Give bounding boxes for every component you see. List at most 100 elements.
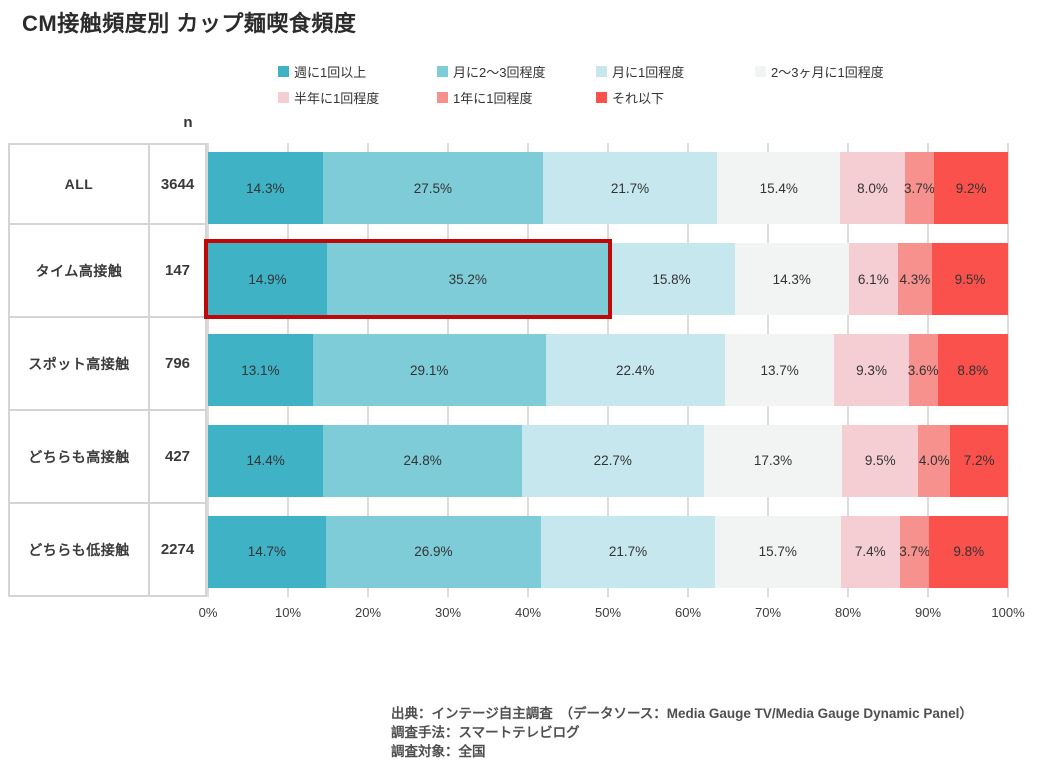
bar-segment-label: 9.3% [856, 362, 887, 378]
bar-segment: 14.4% [208, 424, 324, 497]
page-title: CM接触頻度別 カップ麺喫食頻度 [22, 11, 357, 36]
row-n-value: 2274 [148, 502, 207, 597]
legend-swatch [596, 65, 607, 77]
source-line: 出典：インテージ自主調査 （データソース：Media Gauge TV/Medi… [391, 706, 973, 721]
bar-segment-label: 8.0% [857, 180, 888, 196]
row-n-value: 796 [148, 316, 207, 412]
bar-segment-label: 9.8% [953, 544, 985, 560]
bar-segment: 3.7% [899, 515, 930, 588]
row-label: タイム高接触 [8, 223, 150, 319]
bar-segment-label: 15.7% [758, 544, 797, 560]
legend-item: 週に1回以上 [278, 63, 367, 80]
bar-row: 14.7% 26.9% 21.7% 15.7% 7.4% 3.7% 9.8% [208, 515, 1008, 588]
bar-segment: 9.5% [932, 243, 1008, 316]
bar-segment-label: 35.2% [448, 271, 487, 287]
bar-segment: 3.7% [904, 152, 935, 225]
target-line: 調査対象：全国 [391, 744, 486, 759]
legend-item: それ以下 [596, 89, 665, 106]
x-tick-label: 60% [674, 605, 702, 620]
legend-swatch [596, 91, 607, 103]
legend-label: 2〜3ヶ月に1回程度 [771, 64, 884, 80]
legend-item: 月に1回程度 [596, 63, 685, 80]
x-tick-label: 0% [198, 605, 218, 620]
highlight-box [204, 239, 613, 320]
bar-segment-label: 14.3% [772, 271, 811, 287]
bar-segment-label: 4.0% [918, 453, 950, 469]
bar-segment: 14.3% [208, 152, 323, 225]
row-label: どちらも高接触 [8, 409, 150, 505]
bar-segment-label: 14.9% [248, 271, 287, 287]
bar-segment-label: 22.7% [593, 453, 632, 469]
x-tick-label: 10% [274, 605, 302, 620]
legend-label: 1年に1回程度 [453, 90, 533, 106]
legend-swatch [278, 91, 289, 103]
gridline [1007, 143, 1009, 597]
legend-label: それ以下 [612, 90, 665, 106]
bar-segment: 9.3% [834, 334, 909, 406]
legend-label: 週に1回以上 [294, 64, 367, 80]
bar-segment: 15.8% [608, 243, 735, 316]
plot-area: 14.3% 27.5% 21.7% 15.4% 8.0% 3.7% 9.2% 14.9% 35.… [204, 143, 1009, 597]
bar-segment-label: 29.1% [410, 362, 449, 378]
legend-swatch [278, 65, 289, 77]
bar-segment-label: 21.7% [610, 180, 650, 196]
bar-segment: 8.8% [937, 334, 1008, 406]
x-tick-label: 80% [834, 605, 862, 620]
bar-segment-label: 8.8% [957, 362, 989, 378]
bar-segment: 26.9% [325, 515, 542, 588]
x-tick-label: 40% [514, 605, 542, 620]
row-n-value: 3644 [148, 142, 207, 226]
x-tick-label: 70% [754, 605, 782, 620]
bar-segment-label: 22.4% [616, 362, 655, 378]
bar-segment-label: 3.6% [907, 362, 939, 378]
bar-segment-label: 9.2% [955, 180, 987, 196]
bar-segment: 6.1% [848, 243, 898, 316]
bar-segment: 27.5% [322, 152, 544, 225]
table-row: ALL 3644 [8, 142, 207, 226]
bar-segment-label: 26.9% [414, 544, 453, 560]
bar-segment: 14.3% [734, 243, 849, 316]
bar-segment: 3.6% [907, 334, 939, 406]
legend-item: 1年に1回程度 [437, 89, 533, 106]
x-tick-label: 50% [594, 605, 622, 620]
bar-segment-label: 9.5% [864, 453, 896, 469]
bar-segment: 13.7% [724, 334, 835, 406]
table-row: タイム高接触 147 [8, 223, 207, 319]
bar-segment-label: 14.3% [246, 180, 285, 196]
row-n-value: 147 [148, 223, 207, 319]
bar-segment-label: 15.8% [652, 271, 691, 287]
legend-item: 半年に1回程度 [278, 89, 379, 106]
legend-label: 月に2〜3回程度 [453, 64, 546, 80]
legend-label: 月に1回程度 [612, 64, 685, 80]
bar-segment: 35.2% [327, 243, 609, 316]
bar-segment: 22.7% [521, 424, 704, 497]
bar-segment: 15.7% [714, 515, 841, 588]
legend-item: 月に2〜3回程度 [437, 63, 546, 80]
table-row: どちらも低接触 2274 [8, 502, 207, 597]
row-n-value: 427 [148, 409, 207, 505]
bar-segment-label: 21.7% [608, 544, 648, 560]
legend-item: 2〜3ヶ月に1回程度 [755, 63, 884, 80]
bar-segment: 9.8% [929, 515, 1008, 588]
x-tick-label: 30% [434, 605, 462, 620]
bar-segment: 4.3% [897, 243, 933, 316]
bar-segment: 13.1% [208, 334, 313, 406]
legend-swatch [437, 91, 448, 103]
bar-segment-label: 15.4% [759, 180, 798, 196]
bar-row: 13.1% 29.1% 22.4% 13.7% 9.3% 3.6% 8.8% [208, 334, 1008, 406]
method-line: 調査手法：スマートテレビログ [391, 725, 580, 740]
category-table: ALL 3644 タイム高接触 147 スポット高接触 796 どちらも高接触 427 どちらも… [8, 142, 207, 597]
bar-segment: 22.4% [545, 334, 725, 406]
bar-segment-label: 27.5% [413, 180, 452, 196]
bar-segment: 9.2% [934, 152, 1008, 225]
bar-segment-label: 13.7% [760, 362, 799, 378]
table-row: スポット高接触 796 [8, 316, 207, 412]
x-tick-label: 90% [914, 605, 942, 620]
bar-segment: 4.0% [918, 424, 951, 497]
bar-segment: 24.8% [323, 424, 522, 497]
bar-segment: 8.0% [840, 152, 905, 225]
bar-segment: 14.9% [208, 243, 328, 316]
source-notes: 出典：インテージ自主調査 （データソース：Media Gauge TV/Medi… [391, 704, 973, 761]
bar-row: 14.4% 24.8% 22.7% 17.3% 9.5% 4.0% 7.2% [208, 424, 1008, 497]
bar-segment-label: 7.2% [963, 453, 995, 469]
